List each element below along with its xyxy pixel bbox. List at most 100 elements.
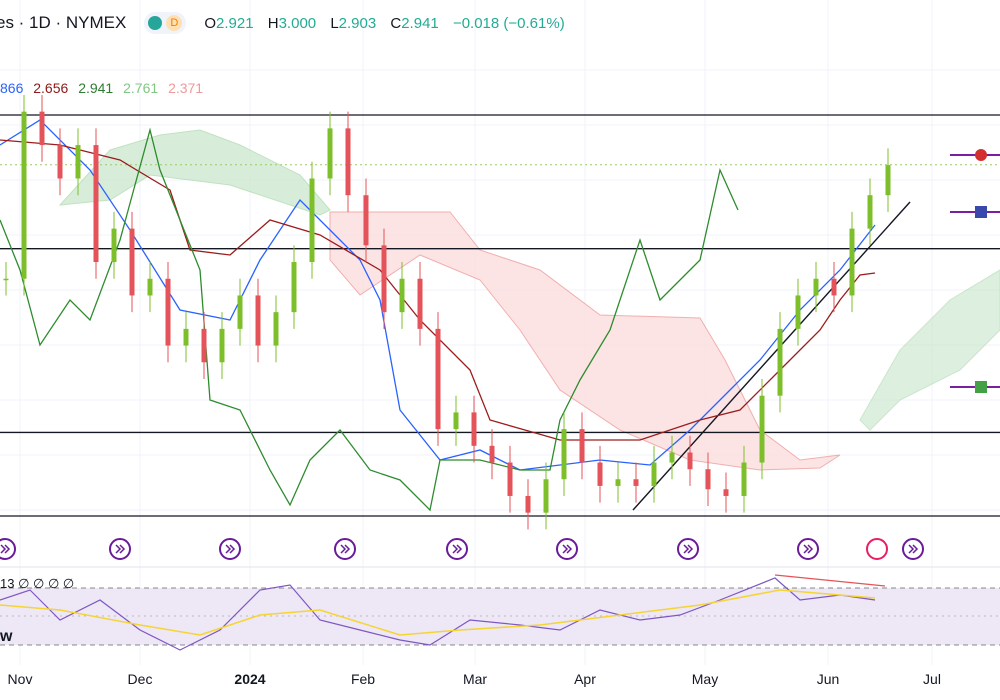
delayed-data-icon: D [166,15,183,31]
candle [57,145,63,179]
month-label: Nov [8,671,33,687]
candle [237,295,243,329]
candle [291,262,297,313]
chevron-icon [452,544,463,554]
candle [867,195,873,229]
rsi-ma-line [0,589,876,636]
rsi-panel [0,566,1000,651]
candle [453,412,459,430]
alert-event-icon [866,538,888,560]
candle [327,128,333,179]
rsi-line [0,577,876,651]
candle [129,228,135,296]
candle [111,228,117,263]
cloud-bull [58,129,331,216]
earnings-event-icon [0,538,16,560]
change-value: −0.018 (−0.61%) [452,14,565,32]
ichimoku-values: 866 2.656 2.941 2.761 2.371 [0,80,209,96]
candle [507,462,513,496]
ichimoku-value-chikou: 2.941 [78,80,114,96]
candle [381,245,387,313]
candle [471,412,477,446]
rsi-header: 13 ∅ ∅ ∅ ∅ [0,576,75,591]
grid-lines [0,0,1000,665]
month-label: May [692,671,718,687]
alert-icon [975,149,987,161]
candle [813,278,819,296]
candle [777,328,783,396]
candle [219,328,225,363]
candle [147,278,153,296]
status-badge[interactable]: D [144,12,187,34]
candle [849,228,855,296]
candle [579,429,585,463]
candle [687,452,693,470]
candle [543,479,549,513]
candle [399,278,405,313]
candle [255,295,261,346]
chevron-icon [562,544,573,554]
candle [435,328,441,430]
candle [363,195,369,246]
candle [705,469,711,490]
ohlc-readout: O2.921 H3.000 L2.903 C2.941 −0.018 (−0.6… [204,14,565,32]
candle [633,479,639,486]
candles [3,94,891,530]
candle [183,328,189,346]
chevron-icon [340,544,351,554]
trendline [632,201,911,511]
candle [21,111,27,279]
candle [651,462,657,486]
candle [273,312,279,346]
chevron-icon [225,544,236,554]
candle [759,395,765,463]
candle [831,278,837,296]
rsi-divergence-line [774,574,886,587]
ichimoku-value-kijun: 2.656 [33,80,69,96]
candle [741,462,747,496]
candle [615,479,621,486]
candle [417,278,423,329]
month-label: Dec [128,671,153,687]
ichimoku-value-span-a: 2.761 [123,80,159,96]
candle [489,445,495,463]
candle [93,145,99,263]
price-markers[interactable] [950,149,1000,393]
month-label: 2024 [234,671,265,687]
chevron-icon [908,544,919,554]
candle [669,452,675,463]
event-markers[interactable] [0,538,924,560]
month-label: Jul [923,671,941,687]
candle [525,495,531,513]
close-value: 2.941 [401,14,439,32]
candle [39,111,45,146]
candle [309,178,315,263]
market-status-icon [148,16,163,30]
chevron-icon [0,544,11,554]
chart-header: es · 1D · NYMEX D O2.921 H3.000 L2.903 C… [0,10,575,36]
candle [561,429,567,480]
candle [201,328,207,363]
symbol-title[interactable]: es · 1D · NYMEX [0,13,127,32]
candle [795,295,801,329]
chevron-icon [803,544,814,554]
candle [165,278,171,346]
rsi-title-fragment: w [0,628,13,645]
high-value: 3.000 [278,14,317,32]
ichimoku-value-tenkan: 866 [0,80,24,96]
low-value: 2.903 [338,14,377,32]
candle [597,462,603,486]
horizontal-levels[interactable] [0,114,1000,517]
tenkan-line [0,119,876,471]
chevron-icon [115,544,126,554]
candle [345,128,351,196]
time-axis: Nov Dec 2024 Feb Mar Apr May Jun Jul [8,671,941,687]
cloud-bull-future [859,269,1000,431]
month-label: Feb [351,671,375,687]
candle [75,145,81,179]
candle [3,278,9,281]
ichimoku-cloud [58,129,1000,471]
candle [723,489,729,496]
month-label: Apr [574,671,596,687]
